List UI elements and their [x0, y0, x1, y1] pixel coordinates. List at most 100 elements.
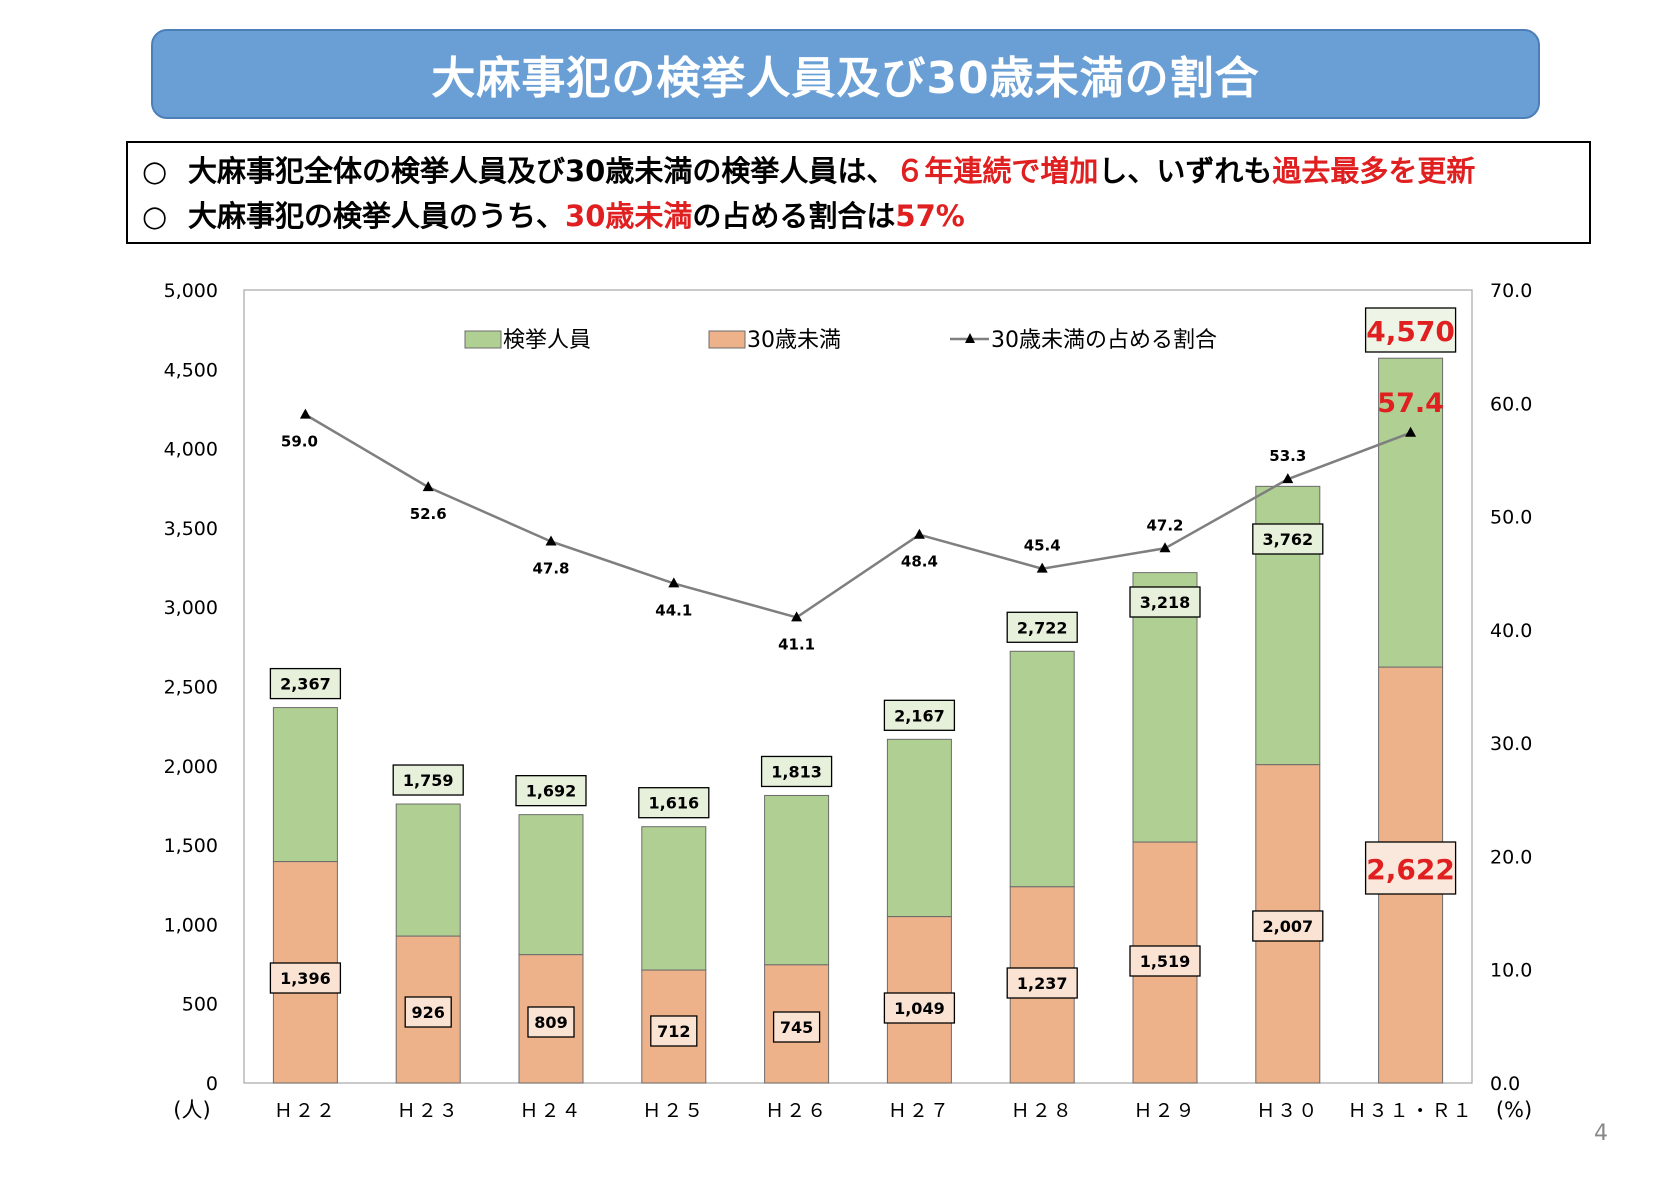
total-label-box	[883, 699, 956, 731]
total-label-box	[1252, 523, 1324, 555]
total-label-box	[515, 774, 587, 807]
summary-line-1: ○ 大麻事犯全体の検挙人員及び30歳未満の検挙人員は、６年連続で増加し、いずれも過…	[142, 149, 1589, 194]
summary-text: し、いずれも	[1098, 154, 1273, 188]
under30-label-box	[1364, 841, 1457, 895]
under30-label-box	[1006, 967, 1078, 999]
bullet-icon: ○	[142, 199, 168, 233]
total-value-label: 1,616	[648, 794, 699, 813]
total-label-box	[1129, 586, 1201, 618]
total-value-label: 3,218	[1140, 593, 1191, 612]
y-tick-label: 2,500	[164, 677, 218, 699]
ratio-point	[791, 611, 803, 622]
y-tick-label: 1,000	[164, 914, 218, 936]
total-value-label: 1,759	[403, 771, 454, 790]
y-tick-label: 3,500	[164, 518, 218, 540]
x-tick-label: Ｈ２２	[274, 1100, 337, 1122]
summary-line-2: ○ 大麻事犯の検挙人員のうち、30歳未満の占める割合は57%	[142, 194, 1589, 239]
summary-highlight: 30歳未満	[565, 199, 693, 233]
total-label-box	[638, 787, 710, 819]
under30-value-label: 1,049	[894, 999, 945, 1018]
bar-total	[764, 794, 830, 966]
under30-value-label: 809	[534, 1013, 567, 1032]
ratio-value-label: 47.2	[1146, 516, 1183, 534]
ratio-point	[299, 408, 311, 419]
ratio-value-label: 59.0	[281, 433, 318, 451]
y-axis-label: (人)	[173, 1098, 210, 1122]
under30-value-label: 2,007	[1262, 917, 1313, 936]
y2-tick-label: 50.0	[1490, 507, 1532, 529]
y2-tick-label: 30.0	[1490, 733, 1532, 755]
under30-value-label: 2,622	[1366, 853, 1455, 886]
ratio-point	[422, 481, 434, 492]
bar-total	[272, 707, 338, 863]
ratio-value-label: 52.6	[410, 505, 447, 523]
total-value-label: 3,762	[1262, 530, 1313, 549]
x-tick-label: Ｈ２７	[888, 1100, 951, 1122]
legend-swatch-under30	[708, 330, 746, 349]
under30-value-label: 926	[411, 1003, 444, 1022]
y2-axis-label: (%)	[1496, 1098, 1532, 1122]
total-value-label: 1,813	[771, 762, 822, 781]
page-number: 4	[1594, 1121, 1608, 1146]
under30-value-label: 1,519	[1140, 952, 1191, 971]
ratio-value-label: 44.1	[655, 601, 692, 619]
under30-label-box	[404, 996, 452, 1028]
ratio-value-label: 53.3	[1269, 447, 1306, 465]
bar-total	[641, 826, 707, 971]
total-value-label: 2,167	[894, 706, 945, 725]
ratio-point	[1405, 426, 1417, 437]
x-tick-label: Ｈ２９	[1133, 1100, 1196, 1122]
bar-total	[1009, 650, 1075, 888]
under30-label-box	[527, 1006, 575, 1038]
legend-swatch-total	[464, 330, 502, 349]
x-tick-label: Ｈ２６	[765, 1100, 828, 1122]
under30-value-label: 745	[780, 1018, 813, 1037]
under30-label-box	[883, 992, 956, 1024]
x-tick-label: Ｈ２４	[519, 1100, 582, 1122]
ratio-point	[1282, 473, 1294, 484]
total-value-label: 2,722	[1017, 618, 1068, 637]
y2-tick-label: 20.0	[1490, 846, 1532, 868]
ratio-point	[913, 528, 925, 539]
ratio-point	[545, 535, 557, 546]
ratio-point	[1159, 542, 1171, 553]
bullet-icon: ○	[142, 154, 168, 188]
summary-box: ○ 大麻事犯全体の検挙人員及び30歳未満の検挙人員は、６年連続で増加し、いずれも過…	[126, 141, 1591, 244]
ratio-value-label: 57.4	[1377, 388, 1444, 419]
page-title: 大麻事犯の検挙人員及び30歳未満の割合	[431, 53, 1260, 104]
under30-label-box	[1252, 910, 1324, 942]
ratio-value-label: 45.4	[1024, 537, 1061, 555]
ratio-point	[1036, 562, 1048, 573]
under30-value-label: 1,396	[280, 969, 331, 988]
bar-total	[1378, 357, 1444, 668]
ratio-value-label: 48.4	[901, 553, 938, 571]
y-tick-label: 500	[182, 994, 218, 1016]
under30-label-box	[1129, 945, 1201, 977]
total-label-box	[760, 755, 833, 788]
x-tick-label: Ｈ２３	[397, 1100, 460, 1122]
summary-highlight: ６年連続で増加	[895, 154, 1099, 188]
total-label-box	[269, 667, 342, 700]
total-value-label: 4,570	[1366, 315, 1455, 348]
y-tick-label: 3,000	[164, 597, 218, 619]
under30-label-box	[772, 1011, 821, 1043]
ratio-value-label: 41.1	[778, 635, 815, 653]
under30-label-box	[650, 1015, 698, 1047]
x-tick-label: Ｈ２８	[1011, 1100, 1074, 1122]
y2-tick-label: 40.0	[1490, 620, 1532, 642]
bar-total	[886, 738, 952, 918]
y2-tick-label: 70.0	[1490, 280, 1532, 302]
ratio-value-label: 47.8	[532, 559, 569, 577]
legend-marker-ratio	[965, 333, 975, 343]
y-tick-label: 0	[206, 1073, 218, 1095]
total-value-label: 2,367	[280, 675, 331, 694]
legend-label-ratio: 30歳未満の占める割合	[991, 328, 1217, 353]
under30-label-box	[269, 962, 342, 994]
x-tick-label: Ｈ３０	[1256, 1100, 1319, 1122]
y2-tick-label: 60.0	[1490, 393, 1532, 415]
under30-value-label: 1,237	[1017, 974, 1068, 993]
ratio-line	[304, 413, 1412, 619]
title-banner: 大麻事犯の検挙人員及び30歳未満の割合	[151, 29, 1540, 119]
y2-tick-label: 10.0	[1490, 960, 1532, 982]
summary-text: 大麻事犯の検挙人員のうち、	[188, 199, 566, 233]
